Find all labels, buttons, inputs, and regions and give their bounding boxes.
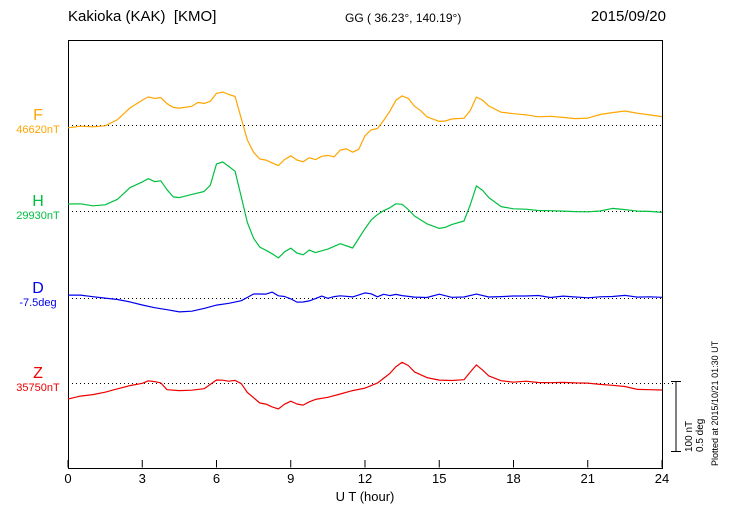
plot-date: 2015/09/20 (590, 8, 666, 25)
x-tick-label: 18 (506, 471, 521, 486)
component-baseline-h: 29930nT (16, 210, 60, 222)
series-f-trace (67, 91, 663, 167)
series-z-trace (67, 361, 663, 410)
x-tick-label: 12 (357, 471, 373, 486)
x-tick-label: 0 (64, 471, 72, 486)
station-title: Kakioka (KAK) [KMO] (68, 8, 217, 25)
geo-coords: GG ( 36.23°, 140.19°) (345, 11, 462, 25)
x-tick-label: 24 (654, 471, 670, 486)
component-baseline-d: -7.5deg (19, 297, 57, 309)
x-axis-label: U T (hour) (335, 489, 395, 504)
component-letter-f: F (33, 107, 43, 124)
component-label-z: Z 35750nT (6, 365, 70, 395)
x-tick-label: 15 (432, 471, 447, 486)
x-tick-label: 6 (212, 471, 221, 486)
x-tick-label: 3 (138, 471, 146, 486)
series-d-trace (68, 291, 663, 313)
x-tick-label: 21 (580, 471, 595, 486)
component-label-d: D -7.5deg (6, 280, 70, 310)
component-label-h: H 29930nT (6, 193, 70, 223)
component-letter-h: H (32, 193, 44, 210)
component-letter-z: Z (33, 365, 43, 382)
component-letter-d: D (32, 280, 44, 297)
component-label-f: F 46620nT (6, 107, 70, 137)
scale-label-nt: 100 nT (684, 420, 695, 452)
plot-frame (68, 40, 663, 469)
component-baseline-f: 46620nT (16, 124, 60, 136)
plotted-at-note: Plotted at 2015/10/21 01:30 UT (710, 340, 720, 466)
scale-label-deg: 0.5 deg (695, 418, 706, 452)
component-baseline-z: 35750nT (16, 382, 60, 394)
series-h-trace (67, 161, 663, 259)
x-tick-label: 9 (287, 471, 295, 486)
scale-bar-label: 100 nT 0.5 deg (684, 419, 706, 452)
